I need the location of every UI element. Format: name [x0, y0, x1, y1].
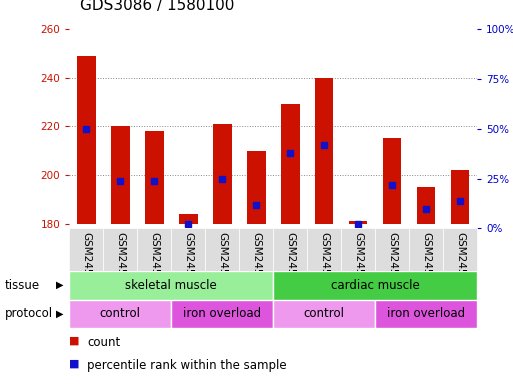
- Bar: [443, 228, 477, 271]
- Bar: [451, 170, 469, 223]
- Text: tissue: tissue: [5, 279, 40, 291]
- Bar: [349, 221, 367, 223]
- Bar: [417, 187, 436, 223]
- Text: percentile rank within the sample: percentile rank within the sample: [87, 359, 287, 372]
- Text: ■: ■: [69, 336, 80, 346]
- Text: GSM245357: GSM245357: [183, 232, 193, 295]
- Bar: [307, 228, 341, 271]
- Bar: [69, 271, 273, 300]
- Bar: [383, 138, 402, 223]
- Bar: [315, 78, 333, 223]
- Text: control: control: [304, 308, 345, 320]
- Bar: [69, 300, 171, 328]
- Bar: [205, 228, 239, 271]
- Bar: [171, 300, 273, 328]
- Text: GDS3086 / 1580100: GDS3086 / 1580100: [80, 0, 234, 13]
- Text: ▶: ▶: [56, 280, 64, 290]
- Text: GSM245355: GSM245355: [115, 232, 125, 295]
- Text: control: control: [100, 308, 141, 320]
- Text: iron overload: iron overload: [387, 308, 465, 320]
- Text: GSM245350: GSM245350: [353, 232, 363, 295]
- Bar: [341, 228, 375, 271]
- Bar: [137, 228, 171, 271]
- Text: GSM245348: GSM245348: [285, 232, 295, 295]
- Bar: [375, 300, 477, 328]
- Text: GSM245354: GSM245354: [81, 232, 91, 295]
- Text: iron overload: iron overload: [183, 308, 261, 320]
- Text: GSM245356: GSM245356: [149, 232, 159, 295]
- Bar: [145, 131, 164, 223]
- Bar: [213, 124, 231, 223]
- Text: skeletal muscle: skeletal muscle: [125, 279, 217, 291]
- Text: ■: ■: [69, 359, 80, 369]
- Bar: [77, 56, 95, 223]
- Text: GSM245358: GSM245358: [217, 232, 227, 295]
- Bar: [239, 228, 273, 271]
- Text: GSM245359: GSM245359: [251, 232, 261, 295]
- Bar: [409, 228, 443, 271]
- Text: cardiac muscle: cardiac muscle: [331, 279, 420, 291]
- Bar: [103, 228, 137, 271]
- Bar: [273, 228, 307, 271]
- Text: ▶: ▶: [56, 309, 64, 319]
- Text: GSM245349: GSM245349: [319, 232, 329, 295]
- Text: count: count: [87, 336, 121, 349]
- Bar: [247, 151, 266, 223]
- Bar: [281, 104, 300, 223]
- Bar: [273, 271, 477, 300]
- Bar: [273, 300, 375, 328]
- Bar: [171, 228, 205, 271]
- Bar: [179, 214, 198, 223]
- Text: GSM245352: GSM245352: [421, 232, 431, 295]
- Text: GSM245351: GSM245351: [387, 232, 397, 295]
- Text: GSM245353: GSM245353: [455, 232, 465, 295]
- Bar: [69, 228, 103, 271]
- Bar: [111, 126, 130, 223]
- Bar: [375, 228, 409, 271]
- Text: protocol: protocol: [5, 308, 53, 320]
